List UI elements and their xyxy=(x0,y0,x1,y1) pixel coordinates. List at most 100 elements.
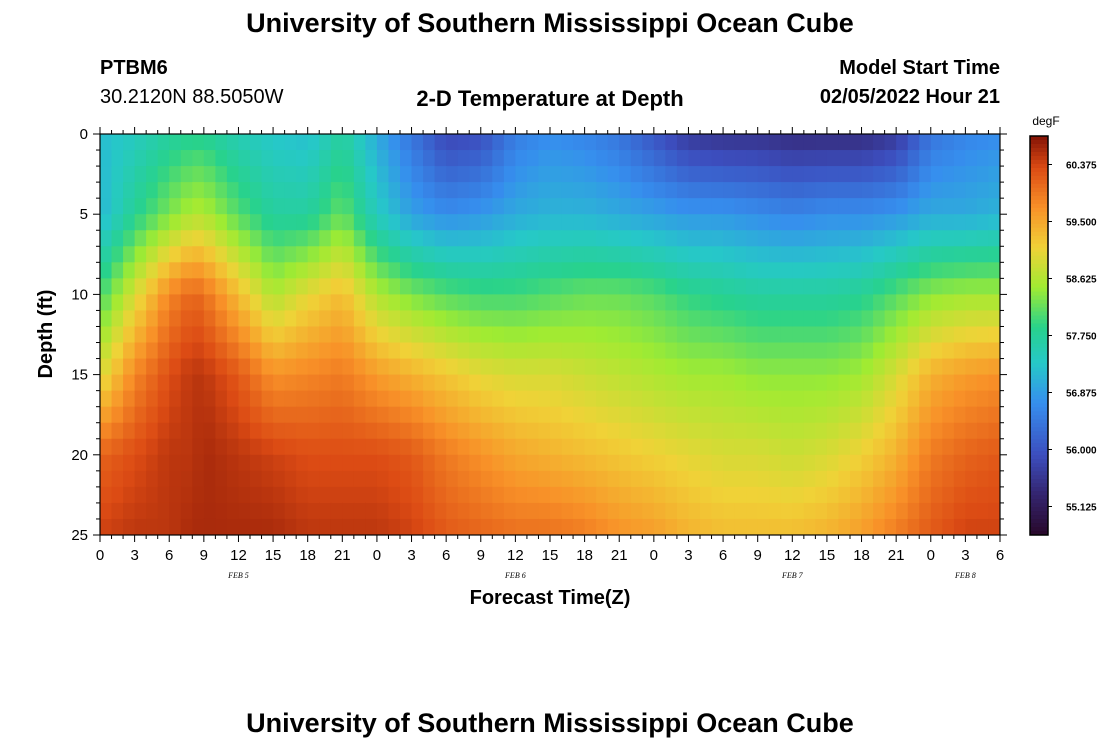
heatmap-cell xyxy=(642,262,655,279)
heatmap-cell xyxy=(169,358,182,376)
heatmap-cell xyxy=(503,278,516,295)
heatmap-cell xyxy=(700,518,713,535)
heatmap-cell xyxy=(238,406,251,424)
heatmap-cell xyxy=(526,182,540,199)
heatmap-cell xyxy=(250,262,263,279)
heatmap-cell xyxy=(746,326,759,344)
heatmap-cell xyxy=(573,214,586,231)
heatmap-cell xyxy=(423,310,436,328)
heatmap-cell xyxy=(838,326,851,344)
heatmap-cell xyxy=(180,214,193,231)
heatmap-cell xyxy=(446,438,459,456)
heatmap-cell xyxy=(319,214,332,231)
heatmap-cell xyxy=(526,214,540,231)
heatmap-cell xyxy=(780,422,793,440)
heatmap-cell xyxy=(342,262,355,279)
heatmap-cell xyxy=(642,198,655,215)
heatmap-cell xyxy=(388,214,401,231)
heatmap-cell xyxy=(746,214,759,231)
heatmap-cell xyxy=(457,390,470,408)
heatmap-cell xyxy=(100,262,113,279)
heatmap-cell xyxy=(100,438,113,456)
heatmap-cell xyxy=(411,342,424,360)
heatmap-cell xyxy=(907,246,920,263)
heatmap-cell xyxy=(976,230,990,247)
heatmap-cell xyxy=(700,502,713,520)
heatmap-cell xyxy=(365,454,378,472)
heatmap-cell xyxy=(296,230,309,247)
heatmap-cell xyxy=(226,262,240,279)
heatmap-cell xyxy=(723,198,736,215)
heatmap-cell xyxy=(607,438,620,456)
heatmap-cell xyxy=(630,198,643,215)
heatmap-cell xyxy=(203,294,216,312)
heatmap-cell xyxy=(284,342,297,360)
colorbar-segment xyxy=(1030,459,1048,464)
heatmap-cell xyxy=(134,422,147,440)
heatmap-cell xyxy=(273,406,286,424)
heatmap-cell xyxy=(896,262,909,279)
heatmap-cell xyxy=(642,438,655,456)
heatmap-cell xyxy=(226,230,240,247)
heatmap-cell xyxy=(711,230,724,247)
heatmap-cell xyxy=(561,390,574,408)
heatmap-cell xyxy=(700,326,713,344)
heatmap-cell xyxy=(607,166,620,183)
heatmap-cell xyxy=(550,150,563,167)
heatmap-cell xyxy=(757,230,770,247)
heatmap-cell xyxy=(896,198,909,215)
heatmap-cell xyxy=(238,502,251,520)
heatmap-cell xyxy=(203,454,216,472)
heatmap-cell xyxy=(619,502,632,520)
heatmap-cell xyxy=(423,518,436,535)
heatmap-cell xyxy=(965,422,978,440)
colorbar-segment xyxy=(1030,451,1048,456)
heatmap-cell xyxy=(561,518,574,535)
heatmap-cell xyxy=(411,374,424,392)
heatmap-cell xyxy=(676,198,690,215)
heatmap-cell xyxy=(734,262,747,279)
heatmap-cell xyxy=(492,278,505,295)
y-tick-label: 20 xyxy=(71,447,88,464)
heatmap-cell xyxy=(930,390,943,408)
heatmap-cell xyxy=(792,326,805,344)
heatmap-cell xyxy=(296,518,309,535)
heatmap-cell xyxy=(538,342,551,360)
heatmap-cell xyxy=(365,502,378,520)
heatmap-cell xyxy=(307,374,320,392)
heatmap-cell xyxy=(953,134,966,151)
heatmap-cell xyxy=(296,342,309,360)
heatmap-cell xyxy=(619,486,632,504)
colorbar-segment xyxy=(1030,215,1048,221)
heatmap-cell xyxy=(723,486,736,504)
heatmap-cell xyxy=(365,166,378,183)
heatmap-cell xyxy=(215,486,228,504)
heatmap-cell xyxy=(746,422,759,440)
heatmap-cell xyxy=(734,294,747,312)
colorbar-segment xyxy=(1030,491,1048,496)
heatmap-cell xyxy=(550,310,563,328)
heatmap-cell xyxy=(446,230,459,247)
heatmap-cell xyxy=(319,150,332,167)
heatmap-cell xyxy=(180,390,193,408)
heatmap-cell xyxy=(353,134,366,151)
heatmap-cell xyxy=(711,246,724,263)
heatmap-cell xyxy=(203,438,216,456)
heatmap-cell xyxy=(538,358,551,376)
heatmap-cell xyxy=(815,374,828,392)
heatmap-cell xyxy=(515,518,528,535)
heatmap-cell xyxy=(930,262,943,279)
heatmap-cell xyxy=(665,278,678,295)
heatmap-cell xyxy=(180,422,193,440)
heatmap-cell xyxy=(780,182,793,199)
heatmap-cell xyxy=(353,502,366,520)
heatmap-cell xyxy=(780,230,793,247)
colorbar-segment xyxy=(1030,299,1048,305)
heatmap-cell xyxy=(111,342,124,360)
heatmap-cell xyxy=(284,374,297,392)
heatmap-cell xyxy=(423,278,436,295)
heatmap-cell xyxy=(723,518,736,535)
heatmap-cell xyxy=(619,214,632,231)
heatmap-cell xyxy=(596,342,609,360)
heatmap-cell xyxy=(942,246,955,263)
